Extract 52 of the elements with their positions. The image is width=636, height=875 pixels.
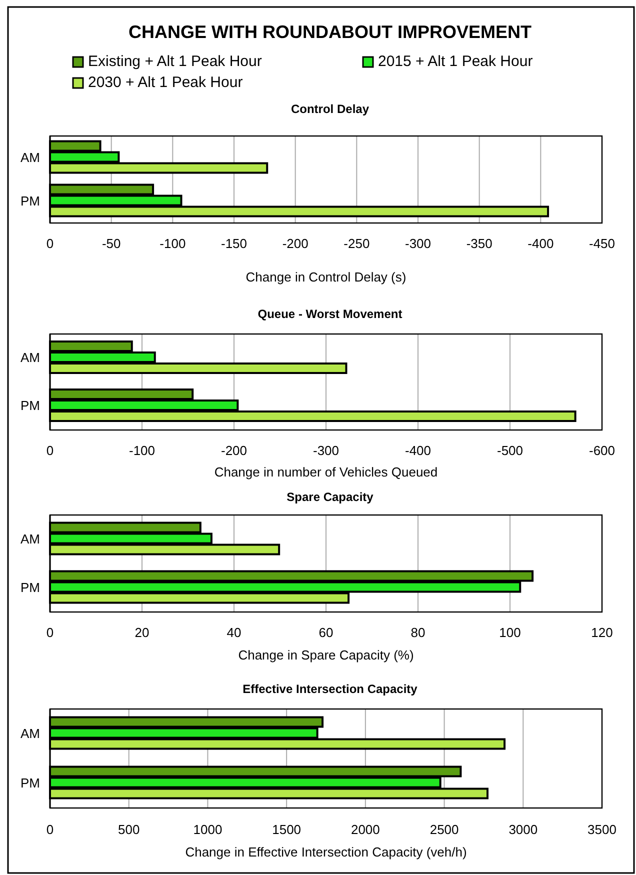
y-tick-label: PM <box>20 580 40 595</box>
y-tick-label: AM <box>20 150 40 165</box>
x-tick-label: 0 <box>46 625 54 640</box>
x-tick-label: 60 <box>318 625 334 640</box>
y-tick-label: PM <box>20 775 40 790</box>
x-tick-label: -500 <box>496 443 524 458</box>
x-tick-label: -100 <box>160 236 186 252</box>
x-tick-label: -350 <box>466 236 492 252</box>
x-axis-title: Change in Effective Intersection Capacity (veh/h) <box>185 844 467 860</box>
chart-subtitle: Control Delay <box>290 102 370 116</box>
chart-title: Effective Intersection Capacity <box>242 682 418 696</box>
chart-title: Queue - Worst Movement <box>258 307 402 322</box>
x-axis-title: Change in number of Vehicles Queued <box>214 464 438 480</box>
x-tick-label: -600 <box>588 443 616 458</box>
x-tick-label: -200 <box>282 236 308 252</box>
x-tick-label: -300 <box>312 443 340 458</box>
x-tick-label: 2000 <box>350 822 380 838</box>
y-tick-label: PM <box>20 193 40 208</box>
y-tick-label: AM <box>20 531 40 546</box>
x-tick-label: 1000 <box>193 822 222 838</box>
y-tick-label: AM <box>20 726 40 741</box>
x-tick-label: -200 <box>220 443 248 458</box>
x-tick-label: 120 <box>591 625 613 640</box>
x-tick-label: 100 <box>499 625 521 640</box>
legend-label: 2030 + Alt 1 Peak Hour <box>88 74 243 91</box>
x-tick-label: -100 <box>128 443 156 458</box>
y-tick-label: PM <box>20 398 40 414</box>
x-tick-label: -400 <box>404 443 432 458</box>
x-tick-label: -50 <box>102 236 121 252</box>
x-axis-title: Change in Control Delay (s) <box>246 269 406 284</box>
legend-label: 2015 + Alt 1 Peak Hour <box>378 52 533 70</box>
y-tick-label: AM <box>20 350 40 366</box>
x-tick-label: 20 <box>134 625 150 640</box>
x-tick-label: 80 <box>410 625 426 640</box>
x-tick-label: 3000 <box>508 822 538 838</box>
x-tick-label: 40 <box>226 625 242 640</box>
x-tick-label: 2500 <box>430 822 459 838</box>
x-tick-label: -450 <box>588 236 616 252</box>
x-tick-label: -300 <box>404 236 432 252</box>
x-tick-label: -400 <box>528 236 554 252</box>
legend-label: Existing + Alt 1 Peak Hour <box>88 52 262 70</box>
x-tick-label: 0 <box>46 822 54 838</box>
x-tick-label: 0 <box>46 236 54 252</box>
x-tick-label: -150 <box>220 236 248 252</box>
x-tick-label: 500 <box>118 822 140 838</box>
chart-title: Spare Capacity <box>286 490 374 504</box>
chart-title: CHANGE WITH ROUNDABOUT IMPROVEMENT <box>128 22 532 42</box>
x-tick-label: -250 <box>344 236 370 252</box>
x-axis-title: Change in Spare Capacity (%) <box>238 647 414 662</box>
x-tick-label: 3500 <box>588 822 616 838</box>
x-tick-label: 0 <box>46 443 54 458</box>
x-tick-label: 1500 <box>272 822 302 838</box>
